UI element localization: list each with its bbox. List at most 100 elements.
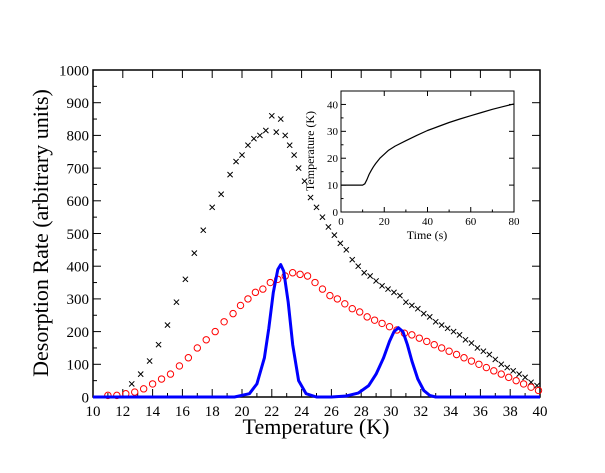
main-circle-point xyxy=(259,285,267,293)
main-circle-point xyxy=(184,354,193,362)
main-cross-point xyxy=(291,152,298,158)
main-cross-point xyxy=(128,380,135,387)
main-circle-point xyxy=(445,347,453,355)
main-cross-point xyxy=(444,325,451,332)
main-circle-point xyxy=(370,316,379,324)
main-circle-point xyxy=(356,308,364,316)
main-cross-point xyxy=(468,340,475,346)
inset-x-tick-label: 20 xyxy=(379,216,391,228)
main-y-tick-label: 400 xyxy=(67,259,90,275)
main-cross-point xyxy=(516,371,523,378)
main-circle-point xyxy=(430,340,438,349)
main-cross-point xyxy=(268,112,275,119)
main-x-tick-label: 34 xyxy=(443,404,459,420)
main-y-tick-label: 1000 xyxy=(59,63,89,79)
main-cross-point xyxy=(355,263,362,270)
main-x-tick-label: 38 xyxy=(503,404,518,420)
main-cross-point xyxy=(379,282,386,289)
main-circle-point xyxy=(408,331,416,339)
main-cross-point xyxy=(474,344,481,351)
main-circle-point xyxy=(175,362,184,370)
main-cross-point xyxy=(331,232,338,239)
main-cross-point xyxy=(256,132,263,139)
main-cross-point xyxy=(277,116,284,123)
main-cross-point xyxy=(218,191,225,198)
main-circle-point xyxy=(318,285,327,293)
main-x-tick-label: 32 xyxy=(413,404,428,420)
main-cross-point xyxy=(522,374,529,381)
main-x-tick-label: 14 xyxy=(145,404,161,420)
main-circle-point xyxy=(157,375,166,383)
main-x-tick-label: 28 xyxy=(354,404,369,420)
main-y-tick-label: 300 xyxy=(67,292,90,308)
main-circle-point xyxy=(505,373,513,382)
main-cross-point xyxy=(486,351,493,358)
main-circle-point xyxy=(303,272,312,280)
inset-y-tick-label: 40 xyxy=(327,99,339,111)
main-circle-point xyxy=(266,278,275,287)
main-y-tick-label: 100 xyxy=(67,358,90,374)
main-x-tick-label: 18 xyxy=(205,404,220,420)
main-circle-point xyxy=(333,295,342,303)
main-circle-point xyxy=(193,344,202,352)
main-circle-point xyxy=(519,380,528,388)
main-y-tick-label: 700 xyxy=(67,161,90,177)
main-cross-point xyxy=(182,276,189,283)
main-circle-point xyxy=(534,386,543,395)
main-cross-point xyxy=(426,313,433,320)
main-cross-point xyxy=(492,356,499,363)
inset-x-tick-label: 80 xyxy=(509,216,521,228)
inset-y-tick-label: 0 xyxy=(333,207,339,219)
main-y-axis-label: Desorption Rate (arbitrary units) xyxy=(28,89,53,377)
main-x-tick-label: 10 xyxy=(86,404,101,420)
main-x-tick-label: 20 xyxy=(235,404,250,420)
main-circle-point xyxy=(378,319,386,328)
main-circle-point xyxy=(467,357,476,365)
main-cross-point xyxy=(456,331,463,338)
main-cross-point xyxy=(367,273,374,279)
main-circle-point xyxy=(452,350,461,359)
main-cross-point xyxy=(307,194,314,201)
main-circle-point xyxy=(348,305,356,313)
main-circle-point xyxy=(131,388,139,396)
main-circle-point xyxy=(296,270,304,279)
main-cross-point xyxy=(414,305,421,312)
main-cross-point xyxy=(480,348,487,355)
main-cross-point xyxy=(262,127,269,134)
inset-plot-frame xyxy=(340,90,515,213)
main-cross-point xyxy=(273,129,280,136)
main-cross-point xyxy=(209,204,216,211)
main-cross-point xyxy=(155,341,162,348)
main-circle-point xyxy=(415,334,424,342)
main-cross-point xyxy=(343,246,350,253)
main-y-tick-label: 200 xyxy=(67,325,90,341)
main-circle-point xyxy=(244,295,252,303)
inset-y-tick-label: 30 xyxy=(327,126,339,138)
main-cross-point xyxy=(391,289,397,296)
main-y-tick-label: 0 xyxy=(82,390,90,406)
main-circle-point xyxy=(148,380,157,388)
main-x-axis-label: Temperature (K) xyxy=(243,414,390,439)
main-cross-point xyxy=(373,277,380,284)
main-cross-point xyxy=(233,158,239,165)
main-circle-point xyxy=(423,337,431,346)
main-circle-point xyxy=(166,370,175,378)
inset-y-tick-label: 10 xyxy=(327,180,339,192)
main-circle-point xyxy=(482,363,491,372)
main-cross-point xyxy=(227,171,234,178)
main-circle-point xyxy=(437,344,446,352)
main-cross-point xyxy=(337,240,344,247)
main-cross-point xyxy=(504,364,511,371)
inset-y-axis-label: Temperature (K) xyxy=(303,111,317,191)
main-circle-point xyxy=(236,301,245,310)
inset-x-axis-label: Time (s) xyxy=(407,228,448,242)
main-blue-fit-peak-curve xyxy=(93,263,540,399)
inset-temperature-ramp xyxy=(341,103,515,186)
main-cross-point xyxy=(137,371,144,378)
main-cross-point xyxy=(385,286,391,293)
main-x-tick-label: 26 xyxy=(324,404,340,420)
main-circle-point xyxy=(229,309,237,318)
main-y-tick-label: 900 xyxy=(67,96,90,112)
main-cross-point xyxy=(239,152,245,158)
